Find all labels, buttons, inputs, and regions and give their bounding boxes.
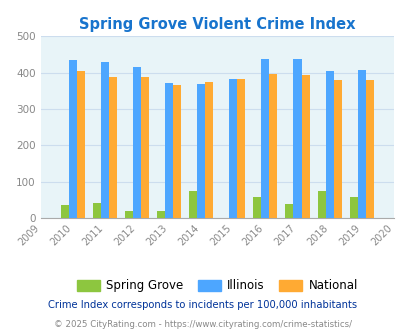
- Bar: [229, 79, 237, 218]
- Bar: [173, 85, 181, 218]
- Bar: [77, 71, 85, 218]
- Bar: [333, 80, 341, 218]
- Bar: [237, 79, 245, 218]
- Bar: [317, 191, 325, 218]
- Bar: [349, 197, 357, 218]
- Bar: [60, 205, 68, 218]
- Bar: [357, 70, 365, 218]
- Bar: [325, 71, 333, 218]
- Bar: [205, 82, 213, 218]
- Bar: [253, 197, 261, 218]
- Bar: [365, 80, 373, 218]
- Bar: [285, 204, 293, 218]
- Bar: [269, 74, 277, 218]
- Bar: [301, 75, 309, 218]
- Bar: [197, 84, 205, 218]
- Bar: [141, 77, 149, 218]
- Bar: [164, 83, 173, 218]
- Bar: [132, 67, 141, 218]
- Bar: [100, 62, 109, 218]
- Bar: [68, 60, 77, 218]
- Bar: [125, 211, 132, 218]
- Text: © 2025 CityRating.com - https://www.cityrating.com/crime-statistics/: © 2025 CityRating.com - https://www.city…: [54, 319, 351, 329]
- Legend: Spring Grove, Illinois, National: Spring Grove, Illinois, National: [72, 275, 362, 297]
- Bar: [293, 59, 301, 218]
- Bar: [189, 191, 197, 218]
- Text: Crime Index corresponds to incidents per 100,000 inhabitants: Crime Index corresponds to incidents per…: [48, 300, 357, 310]
- Bar: [109, 77, 117, 218]
- Bar: [261, 59, 269, 218]
- Title: Spring Grove Violent Crime Index: Spring Grove Violent Crime Index: [79, 17, 355, 32]
- Bar: [157, 211, 164, 218]
- Bar: [93, 203, 100, 218]
